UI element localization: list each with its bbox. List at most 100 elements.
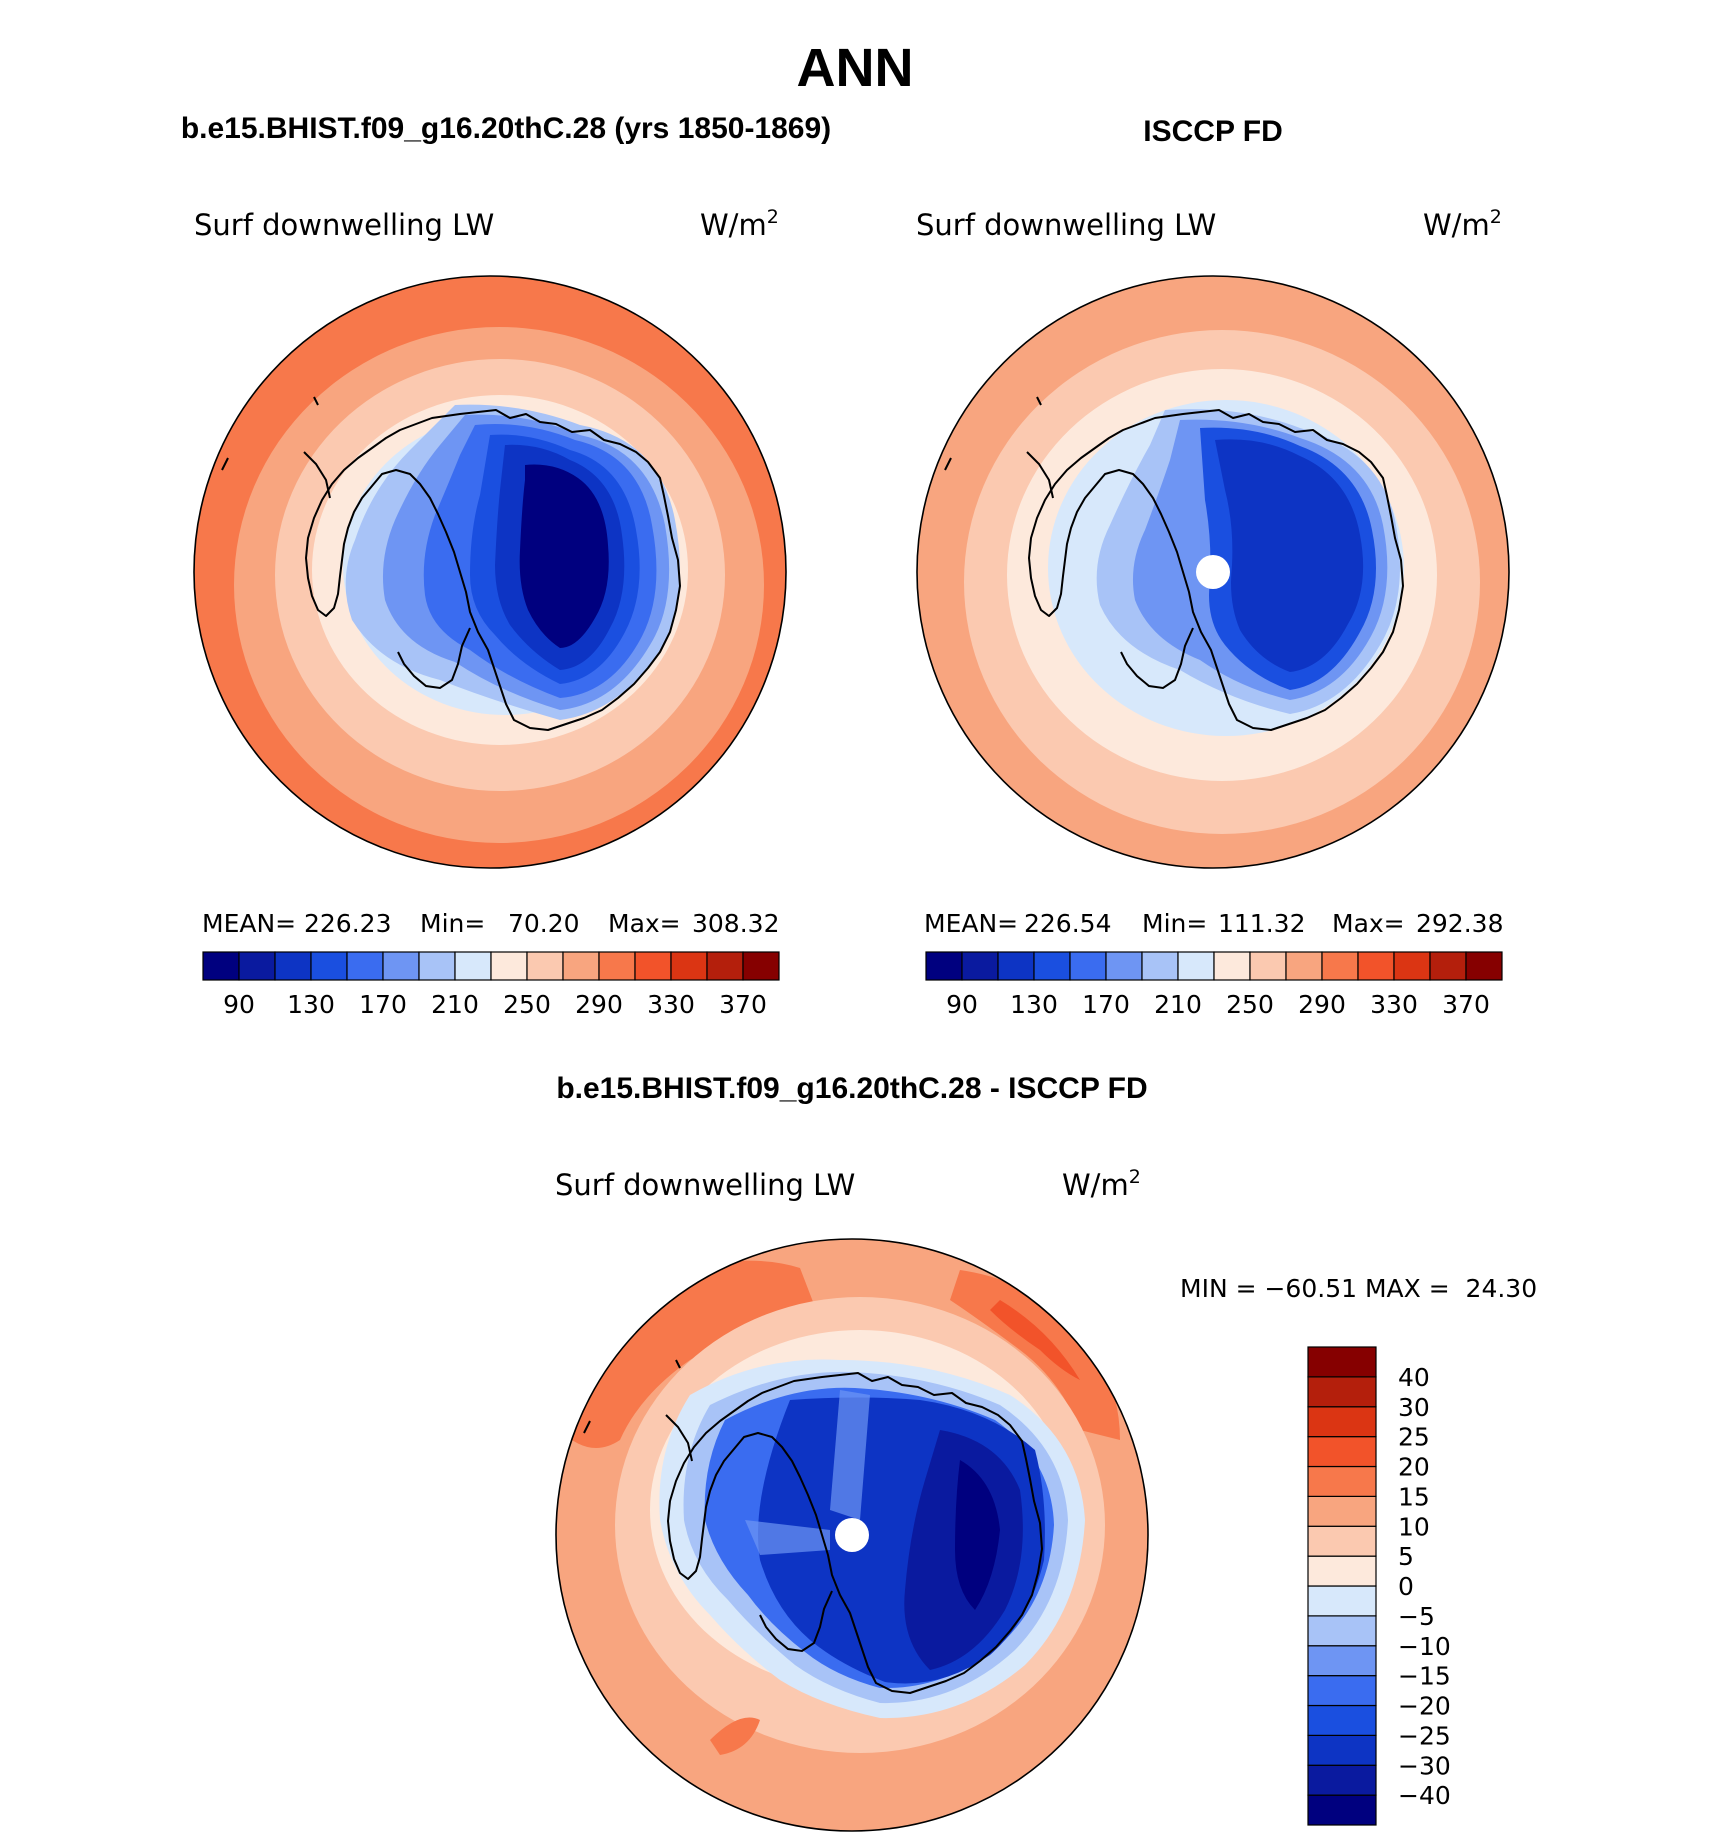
colorbar-swatch: [1307, 1465, 1377, 1497]
colorbar-swatch: [1321, 951, 1359, 981]
colorbar-swatch: [1307, 1734, 1377, 1766]
map-obs: [916, 275, 1510, 869]
panel-diff-variable: Surf downwelling LW: [555, 1168, 855, 1202]
colorbar-tick-label: −5: [1398, 1602, 1435, 1631]
colorbar-swatch: [1307, 1555, 1377, 1587]
colorbar-tick-label: 90: [946, 990, 978, 1019]
colorbar-swatch: [1307, 1704, 1377, 1736]
map-model: [193, 275, 787, 869]
colorbar-swatch: [670, 951, 708, 981]
colorbar-swatch: [1141, 951, 1179, 981]
map-diff: [555, 1238, 1149, 1832]
colorbar-swatch: [454, 951, 492, 981]
colorbar-swatch: [1177, 951, 1215, 981]
colorbar-tick-label: 130: [287, 990, 335, 1019]
colorbar-swatch: [1429, 951, 1467, 981]
colorbar-tick-label: 330: [647, 990, 695, 1019]
colorbar-swatch: [562, 951, 600, 981]
colorbar-swatch: [706, 951, 744, 981]
colorbar-swatch: [382, 951, 420, 981]
colorbar-swatch: [1307, 1346, 1377, 1378]
model-mean-value: 226.23: [304, 909, 391, 938]
colorbar-tick-label: 25: [1398, 1423, 1430, 1452]
diff-title: b.e15.BHIST.f09_g16.20thC.28 - ISCCP FD: [556, 1072, 1147, 1105]
colorbar-swatch: [925, 951, 963, 981]
colorbar-tick-label: 0: [1398, 1572, 1414, 1601]
colorbar-tick-label: 210: [1154, 990, 1202, 1019]
colorbar-tick-label: 170: [359, 990, 407, 1019]
colorbar-swatch: [997, 951, 1035, 981]
colorbar-tick-label: 290: [575, 990, 623, 1019]
colorbar-tick-label: −30: [1398, 1751, 1451, 1780]
panel-model-units: W/m2: [700, 206, 779, 242]
colorbar-tick-label: 15: [1398, 1482, 1430, 1511]
left-case-title: b.e15.BHIST.f09_g16.20thC.28 (yrs 1850-1…: [181, 112, 831, 145]
colorbar-obs: 90 130 170 210 250 290 330 370: [925, 951, 1503, 1019]
colorbar-tick-label: 330: [1370, 990, 1418, 1019]
colorbar-swatch: [1307, 1764, 1377, 1796]
colorbar-swatch: [418, 951, 456, 981]
colorbar-swatch: [961, 951, 999, 981]
colorbar-swatch: [742, 951, 780, 981]
model-stats: MEAN= 226.23 Min= 70.20 Max= 308.32: [202, 909, 779, 938]
colorbar-swatch: [1307, 1615, 1377, 1647]
colorbar-swatch: [634, 951, 672, 981]
colorbar-swatch: [1307, 1645, 1377, 1677]
colorbar-swatch: [490, 951, 528, 981]
colorbar-swatch: [526, 951, 564, 981]
obs-min-value: 111.32: [1218, 909, 1305, 938]
colorbar-swatch: [1307, 1675, 1377, 1707]
colorbar-swatch: [238, 951, 276, 981]
model-max-value: 308.32: [692, 909, 779, 938]
colorbar-tick-label: 20: [1398, 1453, 1430, 1482]
colorbar-swatch: [1213, 951, 1251, 981]
colorbar-tick-label: 5: [1398, 1542, 1414, 1571]
colorbar-swatch: [1307, 1495, 1377, 1527]
right-case-title: ISCCP FD: [1143, 115, 1282, 148]
colorbar-swatch: [1307, 1794, 1377, 1826]
panel-obs-units: W/m2: [1423, 206, 1502, 242]
colorbar-swatch: [1069, 951, 1107, 981]
colorbar-tick-label: 10: [1398, 1512, 1430, 1541]
colorbar-swatch: [598, 951, 636, 981]
colorbar-swatch: [1307, 1436, 1377, 1468]
colorbar-swatch: [1307, 1376, 1377, 1408]
colorbar-swatch: [1033, 951, 1071, 981]
colorbar-swatch: [1393, 951, 1431, 981]
colorbar-tick-label: 30: [1398, 1393, 1430, 1422]
colorbar-tick-label: 370: [719, 990, 767, 1019]
colorbar-tick-label: 130: [1010, 990, 1058, 1019]
colorbar-tick-label: 250: [503, 990, 551, 1019]
colorbar-swatch: [1307, 1585, 1377, 1617]
model-min-value: 70.20: [508, 909, 580, 938]
colorbar-model: 90 130 170 210 250 290 330 370: [202, 951, 780, 1019]
colorbar-swatch: [310, 951, 348, 981]
colorbar-tick-label: −20: [1398, 1692, 1451, 1721]
colorbar-tick-label: −40: [1398, 1781, 1451, 1810]
colorbar-swatch: [1357, 951, 1395, 981]
colorbar-swatch: [1285, 951, 1323, 981]
colorbar-tick-label: 170: [1082, 990, 1130, 1019]
colorbar-swatch: [1465, 951, 1503, 981]
main-title: ANN: [797, 38, 914, 98]
colorbar-swatch: [274, 951, 312, 981]
obs-mean-value: 226.54: [1024, 909, 1111, 938]
obs-max-label: Max=: [1332, 909, 1405, 938]
colorbar-swatch: [346, 951, 384, 981]
obs-stats: MEAN= 226.54 Min= 111.32 Max= 292.38: [924, 909, 1503, 938]
colorbar-swatch: [1307, 1525, 1377, 1557]
colorbar-tick-label: 210: [431, 990, 479, 1019]
panel-model-variable: Surf downwelling LW: [194, 208, 494, 242]
colorbar-tick-label: −10: [1398, 1632, 1451, 1661]
obs-min-label: Min=: [1142, 909, 1207, 938]
obs-mean-label: MEAN=: [924, 909, 1018, 938]
colorbar-tick-label: 370: [1442, 990, 1490, 1019]
colorbar-tick-label: 290: [1298, 990, 1346, 1019]
model-min-label: Min=: [420, 909, 485, 938]
colorbar-swatch: [202, 951, 240, 981]
panel-obs-variable: Surf downwelling LW: [916, 208, 1216, 242]
colorbar-swatch: [1307, 1406, 1377, 1438]
colorbar-tick-label: 250: [1226, 990, 1274, 1019]
